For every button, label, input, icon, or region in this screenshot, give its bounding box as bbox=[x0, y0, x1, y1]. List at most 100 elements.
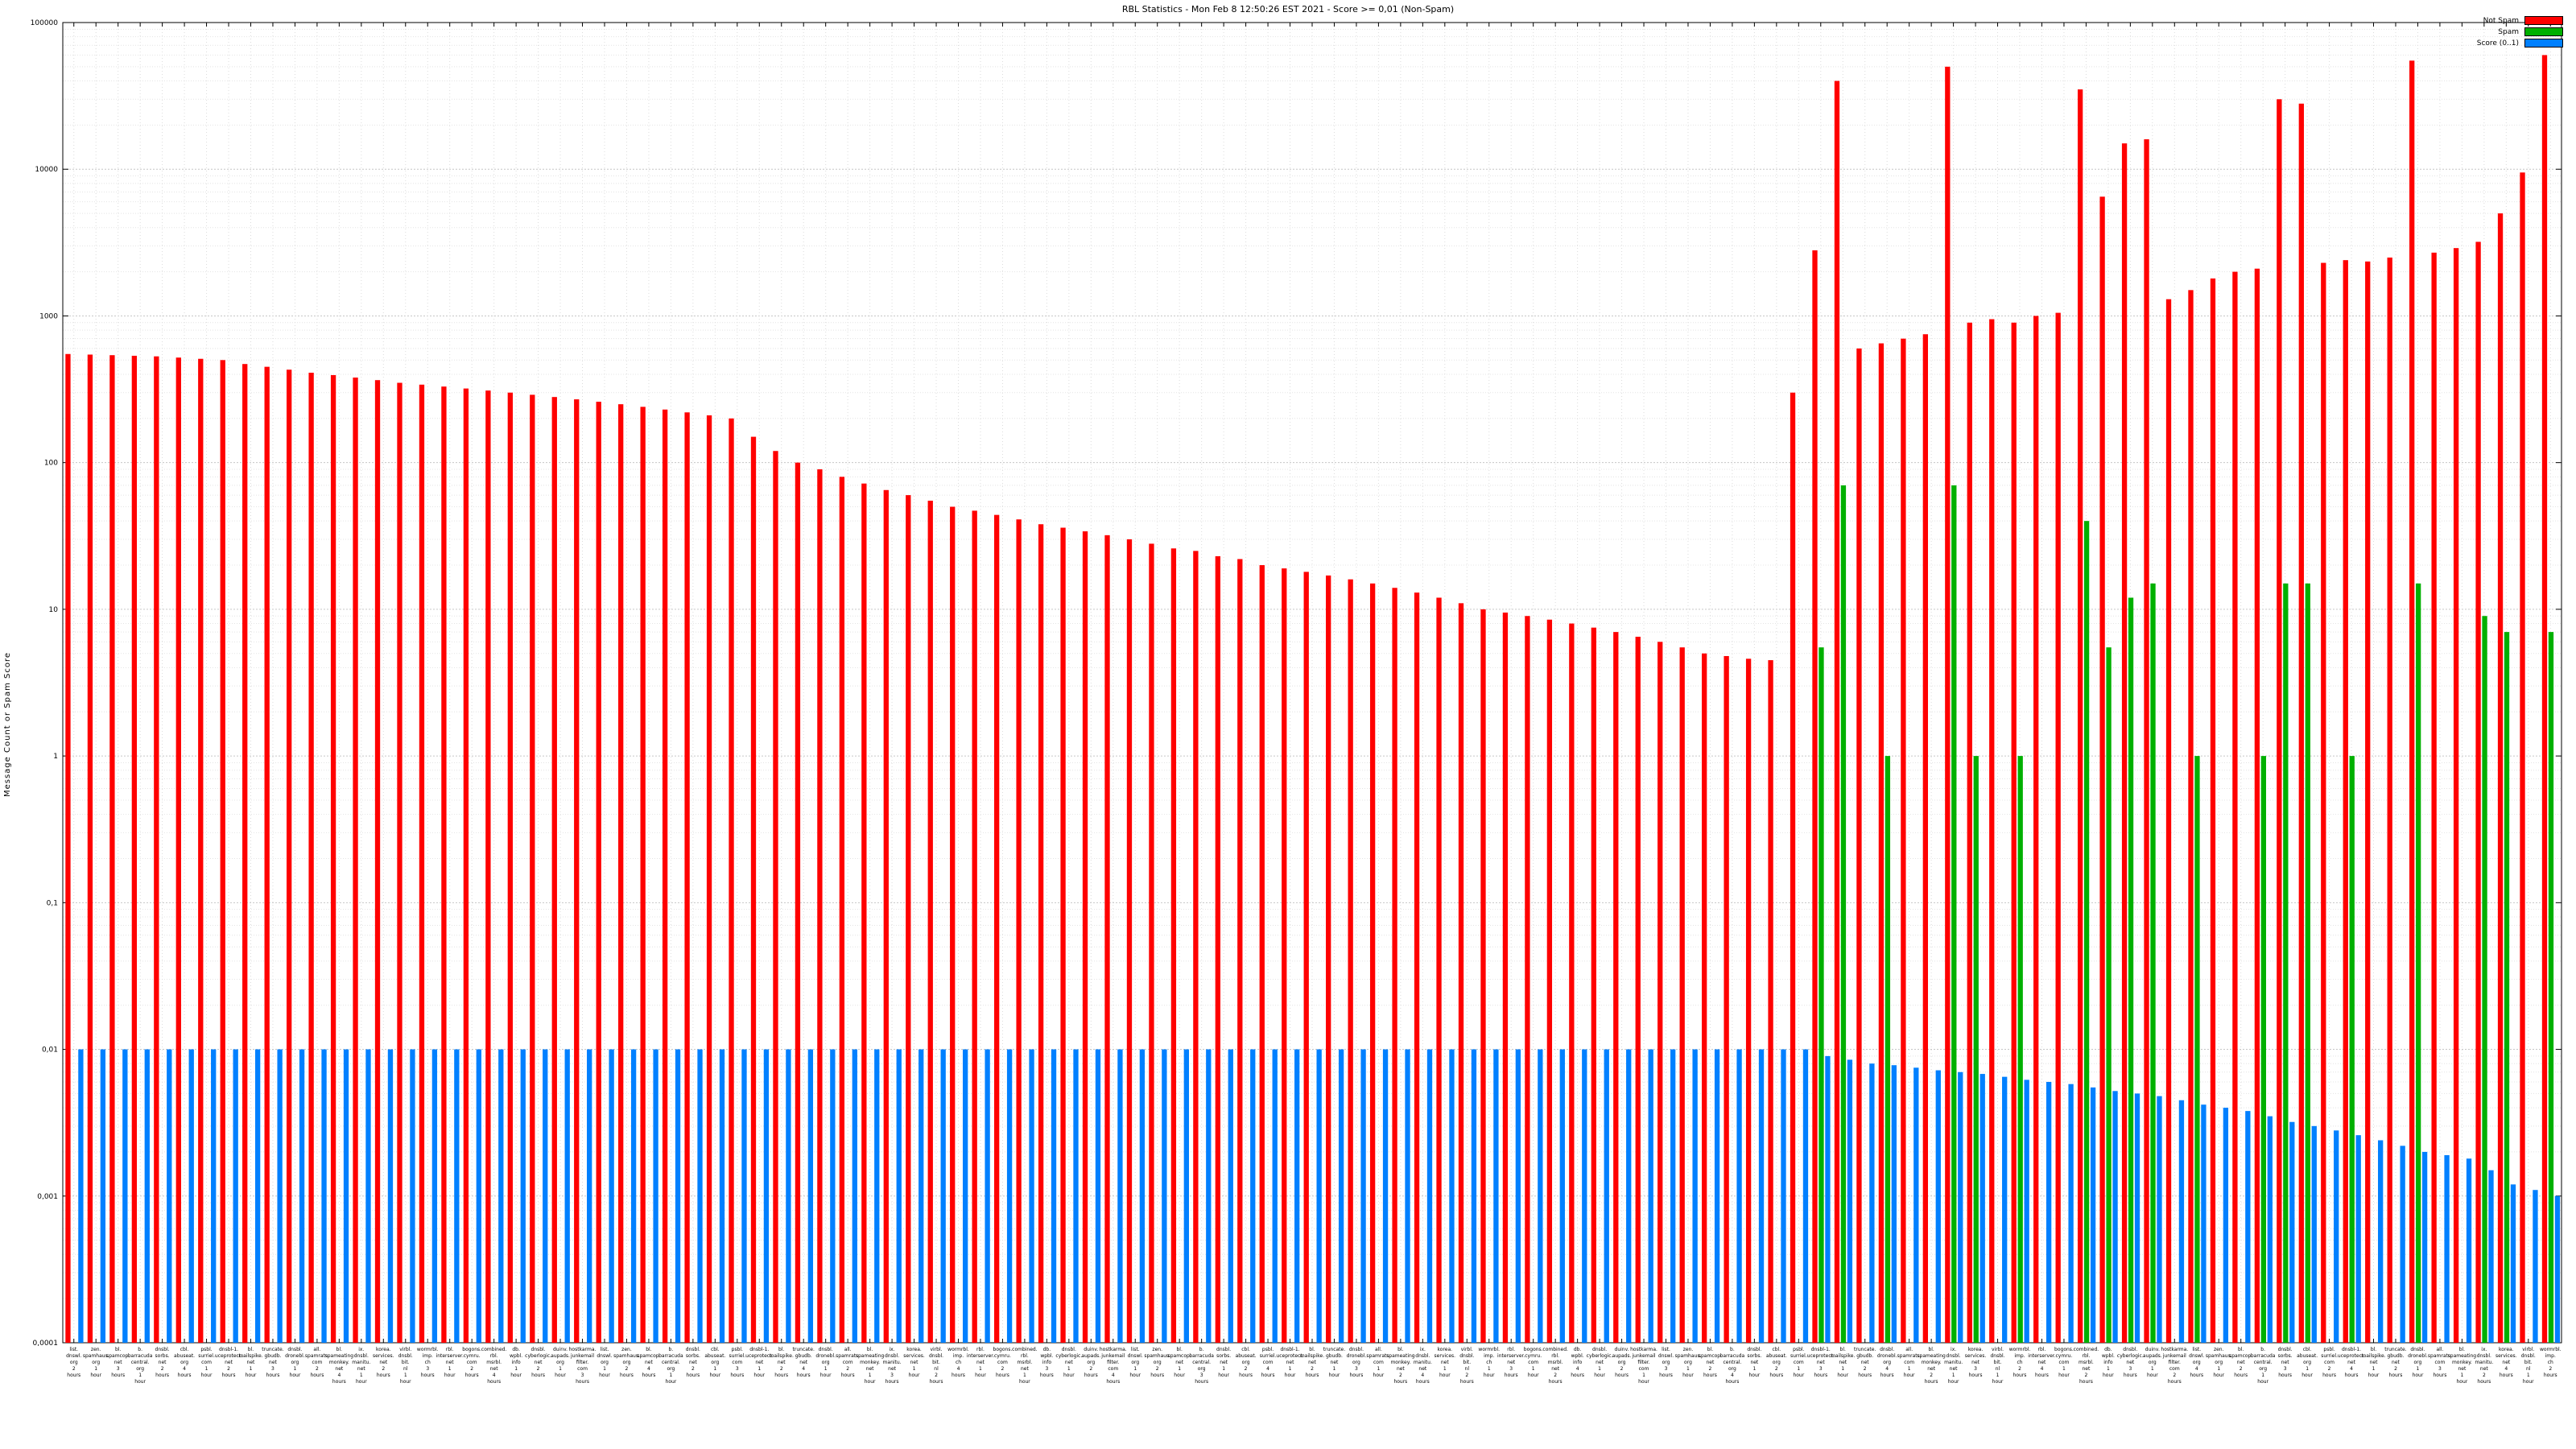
svg-text:korea.: korea. bbox=[906, 1347, 922, 1352]
svg-text:barracuda: barracuda bbox=[1720, 1353, 1745, 1359]
svg-text:hours: hours bbox=[1306, 1373, 1319, 1378]
svg-text:services.: services. bbox=[373, 1353, 394, 1359]
svg-text:net: net bbox=[1220, 1360, 1228, 1365]
svg-text:4: 4 bbox=[1421, 1373, 1424, 1378]
svg-text:truncate.: truncate. bbox=[793, 1347, 815, 1352]
svg-text:zen.: zen. bbox=[2214, 1347, 2224, 1352]
svg-text:uceprotect.: uceprotect. bbox=[215, 1353, 242, 1359]
svg-text:hour: hour bbox=[201, 1373, 213, 1378]
svg-text:net: net bbox=[2126, 1360, 2134, 1365]
svg-text:hour: hour bbox=[1638, 1379, 1649, 1385]
svg-text:cbl.: cbl. bbox=[2303, 1347, 2312, 1352]
svg-text:net: net bbox=[2458, 1366, 2466, 1372]
svg-text:bit.: bit. bbox=[932, 1360, 940, 1365]
svg-text:hours: hours bbox=[2477, 1379, 2491, 1385]
svg-text:wormrbl.: wormrbl. bbox=[2540, 1347, 2562, 1352]
svg-text:hours: hours bbox=[730, 1373, 744, 1378]
svg-text:hours: hours bbox=[332, 1379, 346, 1385]
svg-text:1: 1 bbox=[603, 1366, 606, 1372]
svg-text:uceprotect.: uceprotect. bbox=[1276, 1353, 1303, 1359]
svg-text:dnsbl.: dnsbl. bbox=[1459, 1353, 1474, 1359]
svg-text:dnsbl.: dnsbl. bbox=[354, 1353, 369, 1359]
svg-text:hours: hours bbox=[531, 1373, 545, 1378]
svg-text:net: net bbox=[1397, 1366, 1405, 1372]
svg-text:1: 1 bbox=[1023, 1373, 1026, 1378]
svg-text:db.: db. bbox=[2104, 1347, 2112, 1352]
svg-text:b.: b. bbox=[1199, 1347, 1204, 1352]
svg-text:1: 1 bbox=[1443, 1366, 1447, 1372]
svg-text:cbl.: cbl. bbox=[1241, 1347, 1250, 1352]
svg-text:services.: services. bbox=[903, 1353, 925, 1359]
svg-text:info: info bbox=[511, 1360, 521, 1365]
svg-text:hour: hour bbox=[2103, 1373, 2114, 1378]
svg-text:filter.: filter. bbox=[1637, 1360, 1649, 1365]
svg-text:nl: nl bbox=[2526, 1366, 2531, 1372]
svg-text:hour: hour bbox=[290, 1373, 301, 1378]
svg-text:hour: hour bbox=[1373, 1373, 1385, 1378]
svg-text:org: org bbox=[291, 1360, 299, 1365]
svg-text:rbl.: rbl. bbox=[1551, 1353, 1559, 1359]
svg-text:monkey.: monkey. bbox=[329, 1360, 349, 1365]
svg-text:hour: hour bbox=[1063, 1373, 1075, 1378]
svg-text:hours: hours bbox=[2124, 1373, 2137, 1378]
svg-text:com: com bbox=[312, 1360, 322, 1365]
svg-text:1: 1 bbox=[1952, 1373, 1955, 1378]
svg-text:combined.: combined. bbox=[1542, 1347, 1568, 1352]
svg-text:hour: hour bbox=[820, 1373, 832, 1378]
svg-text:hours: hours bbox=[1040, 1373, 1054, 1378]
svg-text:spameating: spameating bbox=[856, 1353, 885, 1359]
svg-text:net: net bbox=[1418, 1366, 1426, 1372]
svg-text:hour: hour bbox=[1528, 1373, 1539, 1378]
svg-text:bl.: bl. bbox=[867, 1347, 873, 1352]
svg-text:hours: hours bbox=[266, 1373, 280, 1378]
svg-text:truncate.: truncate. bbox=[1323, 1347, 1345, 1352]
svg-text:3: 3 bbox=[890, 1373, 894, 1378]
svg-text:cymru.: cymru. bbox=[994, 1353, 1011, 1359]
svg-text:2: 2 bbox=[2328, 1366, 2331, 1372]
svg-text:2: 2 bbox=[846, 1366, 849, 1372]
svg-text:nl: nl bbox=[403, 1366, 408, 1372]
svg-text:ch: ch bbox=[1486, 1360, 1492, 1365]
svg-text:hours: hours bbox=[1725, 1379, 1739, 1385]
svg-text:hours: hours bbox=[1350, 1373, 1364, 1378]
svg-text:hour: hour bbox=[2368, 1373, 2380, 1378]
svg-text:4: 4 bbox=[802, 1366, 805, 1372]
svg-text:net: net bbox=[1971, 1360, 1979, 1365]
svg-text:net: net bbox=[866, 1366, 874, 1372]
svg-text:1: 1 bbox=[1488, 1366, 1491, 1372]
svg-text:hours: hours bbox=[1150, 1373, 1164, 1378]
svg-text:msrbl.: msrbl. bbox=[486, 1360, 502, 1365]
svg-text:rbl.: rbl. bbox=[490, 1353, 498, 1359]
svg-text:3: 3 bbox=[2128, 1366, 2132, 1372]
svg-text:1: 1 bbox=[294, 1366, 297, 1372]
svg-text:1: 1 bbox=[205, 1366, 208, 1372]
svg-text:dnsbl.: dnsbl. bbox=[2278, 1347, 2293, 1352]
svg-text:hours: hours bbox=[1549, 1379, 1563, 1385]
svg-text:hour: hour bbox=[1439, 1373, 1451, 1378]
svg-text:org: org bbox=[1198, 1366, 1206, 1372]
svg-text:rbl.: rbl. bbox=[2038, 1347, 2046, 1352]
svg-text:1: 1 bbox=[404, 1373, 407, 1378]
svg-text:net: net bbox=[2480, 1366, 2488, 1372]
svg-text:bl.: bl. bbox=[1397, 1347, 1403, 1352]
svg-text:1: 1 bbox=[1908, 1366, 1911, 1372]
svg-text:2: 2 bbox=[625, 1366, 629, 1372]
svg-text:com: com bbox=[1904, 1360, 1914, 1365]
svg-text:mailspike.: mailspike. bbox=[238, 1353, 262, 1359]
svg-text:hours: hours bbox=[1084, 1373, 1098, 1378]
svg-text:org: org bbox=[2259, 1366, 2267, 1372]
svg-text:sorbs.: sorbs. bbox=[1747, 1353, 1761, 1359]
svg-text:hour: hour bbox=[2413, 1373, 2424, 1378]
legend-label: Not Spam bbox=[2483, 16, 2519, 25]
svg-text:dnswl.: dnswl. bbox=[1128, 1353, 1143, 1359]
svg-text:dnsbl.: dnsbl. bbox=[2123, 1347, 2137, 1352]
svg-text:1: 1 bbox=[448, 1366, 452, 1372]
svg-text:hour: hour bbox=[2147, 1373, 2158, 1378]
legend-item: Score (0..1) bbox=[2477, 39, 2563, 47]
svg-text:hour: hour bbox=[1285, 1373, 1296, 1378]
svg-text:uceprotect.: uceprotect. bbox=[1807, 1353, 1835, 1359]
svg-text:hours: hours bbox=[1106, 1379, 1120, 1385]
svg-text:hour: hour bbox=[510, 1373, 522, 1378]
svg-text:hour: hour bbox=[246, 1373, 257, 1378]
svg-text:hour: hour bbox=[909, 1373, 920, 1378]
